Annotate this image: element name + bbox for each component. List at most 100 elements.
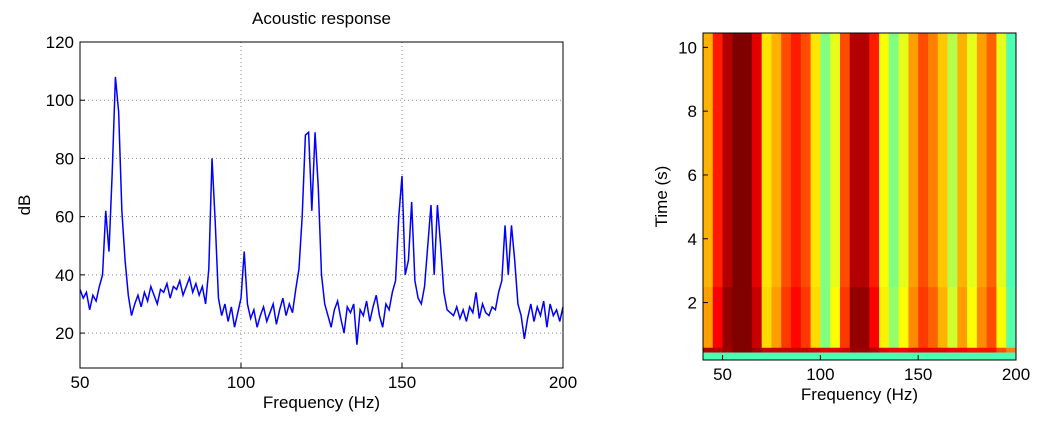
heat-cell: [898, 286, 909, 348]
heat-cell: [937, 33, 949, 288]
heat-cell: [869, 352, 880, 361]
heat-cell: [781, 347, 792, 353]
heat-cell: [761, 286, 772, 348]
heat-cell: [918, 286, 929, 348]
heat-cell: [859, 352, 870, 361]
axes-box: [702, 32, 1017, 361]
heat-cell: [918, 352, 929, 361]
x-tick-label: 200: [1002, 365, 1030, 384]
heat-cell: [976, 33, 988, 288]
heat-cell: [830, 347, 841, 353]
x-tick-label: 100: [806, 365, 834, 384]
heat-cell: [722, 33, 733, 288]
heat-cell: [830, 286, 841, 348]
heat-cell: [898, 347, 909, 353]
heat-cell: [879, 347, 890, 353]
heat-cell: [967, 286, 978, 348]
heat-cell: [742, 347, 753, 353]
heat-cell: [761, 347, 772, 353]
heat-cell: [918, 347, 929, 353]
heat-cell: [849, 33, 860, 288]
heat-cell: [1006, 347, 1017, 353]
y-axis-label: Time (s): [652, 166, 671, 228]
heat-cell: [888, 286, 900, 348]
heat-cell: [800, 352, 812, 361]
heat-cell: [937, 286, 949, 348]
x-axis-label: Frequency (Hz): [801, 385, 918, 404]
heat-cell: [859, 347, 870, 353]
heat-cell: [947, 352, 958, 361]
y-tick-label: 120: [46, 33, 74, 52]
heat-cell: [751, 33, 763, 288]
heat-cell: [791, 33, 802, 288]
y-tick-label: 10: [678, 38, 697, 57]
heat-cell: [1006, 33, 1017, 288]
heat-cell: [839, 352, 851, 361]
heat-cell: [927, 33, 939, 288]
heat-cell: [986, 352, 997, 361]
heat-cell: [996, 33, 1007, 288]
heat-cell: [703, 352, 714, 361]
heat-cell: [1006, 286, 1017, 348]
heat-cell: [937, 352, 949, 361]
heat-cell: [703, 286, 714, 348]
heat-cell: [800, 347, 812, 353]
heat-cell: [761, 352, 772, 361]
heat-cell: [791, 347, 802, 353]
heat-cell: [732, 33, 743, 288]
heat-cell: [810, 352, 821, 361]
heat-cell: [820, 33, 831, 288]
heat-cell: [771, 33, 782, 288]
heat-cell: [996, 352, 1007, 361]
x-tick-label: 150: [388, 373, 416, 392]
heat-cell: [927, 286, 939, 348]
heat-cell: [732, 286, 743, 348]
y-tick-label: 40: [55, 266, 74, 285]
x-axis-label: Frequency (Hz): [263, 393, 380, 412]
heat-cell: [859, 286, 870, 348]
y-tick-label: 20: [55, 324, 74, 343]
heat-cell: [820, 286, 831, 348]
heat-cell: [947, 33, 958, 288]
heat-cell: [879, 286, 890, 348]
heat-cell: [742, 286, 753, 348]
heat-cell: [732, 347, 743, 353]
data-line: [79, 76, 564, 345]
heat-cell: [986, 347, 997, 353]
heat-cell: [703, 347, 714, 353]
x-tick-label: 200: [549, 373, 577, 392]
y-tick-label: 100: [46, 91, 74, 110]
heat-cell: [722, 352, 733, 361]
heat-cell: [879, 352, 890, 361]
heat-cell: [937, 347, 949, 353]
heat-cell: [908, 352, 919, 361]
heat-cell: [927, 352, 939, 361]
y-tick-label: 6: [688, 166, 697, 185]
heat-cell: [732, 352, 743, 361]
heat-cell: [869, 33, 880, 288]
heat-cell: [1006, 352, 1017, 361]
heat-cell: [957, 352, 968, 361]
heat-cell: [996, 286, 1007, 348]
heat-cell: [751, 347, 763, 353]
heat-cell: [976, 352, 988, 361]
y-tick-label: 2: [688, 294, 697, 313]
heat-cell: [712, 33, 724, 288]
heat-cell: [957, 347, 968, 353]
y-axis-label: dB: [15, 195, 34, 216]
heat-cell: [879, 33, 890, 288]
chart-title: Acoustic response: [252, 9, 391, 28]
heat-cell: [751, 352, 763, 361]
heat-cell: [791, 286, 802, 348]
heat-cell: [947, 286, 958, 348]
heat-cell: [810, 286, 821, 348]
heat-cell: [957, 33, 968, 288]
x-tick-label: 50: [713, 365, 732, 384]
heat-cell: [869, 286, 880, 348]
heat-cell: [908, 33, 919, 288]
y-tick-label: 80: [55, 149, 74, 168]
x-tick-label: 50: [71, 373, 90, 392]
heat-cell: [996, 347, 1007, 353]
